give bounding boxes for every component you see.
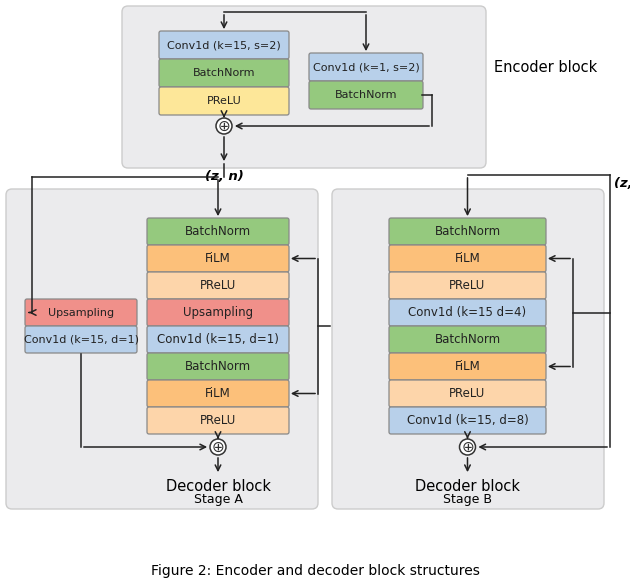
Circle shape (216, 118, 232, 134)
Circle shape (459, 439, 476, 455)
Text: Conv1d (k=15, d=1): Conv1d (k=15, d=1) (23, 335, 139, 345)
Text: PReLU: PReLU (449, 279, 486, 292)
Text: Decoder block: Decoder block (166, 479, 270, 494)
Text: ⊕: ⊕ (212, 440, 224, 455)
Text: PReLU: PReLU (449, 387, 486, 400)
FancyBboxPatch shape (389, 245, 546, 272)
FancyBboxPatch shape (389, 218, 546, 245)
Text: Conv1d (k=15, d=8): Conv1d (k=15, d=8) (406, 414, 529, 427)
FancyBboxPatch shape (159, 31, 289, 59)
Text: ⊕: ⊕ (217, 118, 231, 134)
Text: Figure 2: Encoder and decoder block structures: Figure 2: Encoder and decoder block stru… (151, 564, 479, 578)
FancyBboxPatch shape (389, 353, 546, 380)
Text: Conv1d (k=15 d=4): Conv1d (k=15 d=4) (408, 306, 527, 319)
Text: BatchNorm: BatchNorm (335, 90, 398, 100)
FancyBboxPatch shape (389, 380, 546, 407)
Text: Upsampling: Upsampling (183, 306, 253, 319)
Text: PReLU: PReLU (207, 96, 241, 106)
FancyBboxPatch shape (159, 59, 289, 87)
Text: PReLU: PReLU (200, 279, 236, 292)
Text: BatchNorm: BatchNorm (435, 333, 501, 346)
FancyBboxPatch shape (389, 272, 546, 299)
Text: Stage A: Stage A (193, 493, 243, 506)
FancyBboxPatch shape (159, 87, 289, 115)
Text: FiLM: FiLM (455, 252, 480, 265)
FancyBboxPatch shape (309, 53, 423, 81)
FancyBboxPatch shape (147, 218, 289, 245)
FancyBboxPatch shape (147, 407, 289, 434)
Text: BatchNorm: BatchNorm (185, 360, 251, 373)
Text: BatchNorm: BatchNorm (193, 68, 255, 78)
FancyBboxPatch shape (25, 326, 137, 353)
FancyBboxPatch shape (309, 81, 423, 109)
Text: FiLM: FiLM (205, 387, 231, 400)
FancyBboxPatch shape (389, 407, 546, 434)
FancyBboxPatch shape (6, 189, 318, 509)
Text: (z, n): (z, n) (205, 170, 243, 183)
FancyBboxPatch shape (25, 299, 137, 326)
Text: BatchNorm: BatchNorm (185, 225, 251, 238)
FancyBboxPatch shape (389, 299, 546, 326)
FancyBboxPatch shape (122, 6, 486, 168)
FancyBboxPatch shape (389, 326, 546, 353)
Text: Stage B: Stage B (443, 493, 492, 506)
Text: FiLM: FiLM (455, 360, 480, 373)
FancyBboxPatch shape (147, 326, 289, 353)
Circle shape (210, 439, 226, 455)
Text: FiLM: FiLM (205, 252, 231, 265)
Text: (z, n): (z, n) (614, 177, 630, 190)
Text: Conv1d (k=1, s=2): Conv1d (k=1, s=2) (312, 62, 420, 72)
FancyBboxPatch shape (147, 245, 289, 272)
Text: Decoder block: Decoder block (415, 479, 520, 494)
FancyBboxPatch shape (147, 380, 289, 407)
Text: ⊕: ⊕ (461, 440, 474, 455)
Text: Encoder block: Encoder block (494, 60, 597, 74)
Text: Upsampling: Upsampling (48, 308, 114, 318)
FancyBboxPatch shape (147, 299, 289, 326)
Text: Conv1d (k=15, s=2): Conv1d (k=15, s=2) (167, 40, 281, 50)
FancyBboxPatch shape (147, 272, 289, 299)
Text: Conv1d (k=15, d=1): Conv1d (k=15, d=1) (157, 333, 279, 346)
FancyBboxPatch shape (147, 353, 289, 380)
Text: BatchNorm: BatchNorm (435, 225, 501, 238)
Text: PReLU: PReLU (200, 414, 236, 427)
FancyBboxPatch shape (332, 189, 604, 509)
